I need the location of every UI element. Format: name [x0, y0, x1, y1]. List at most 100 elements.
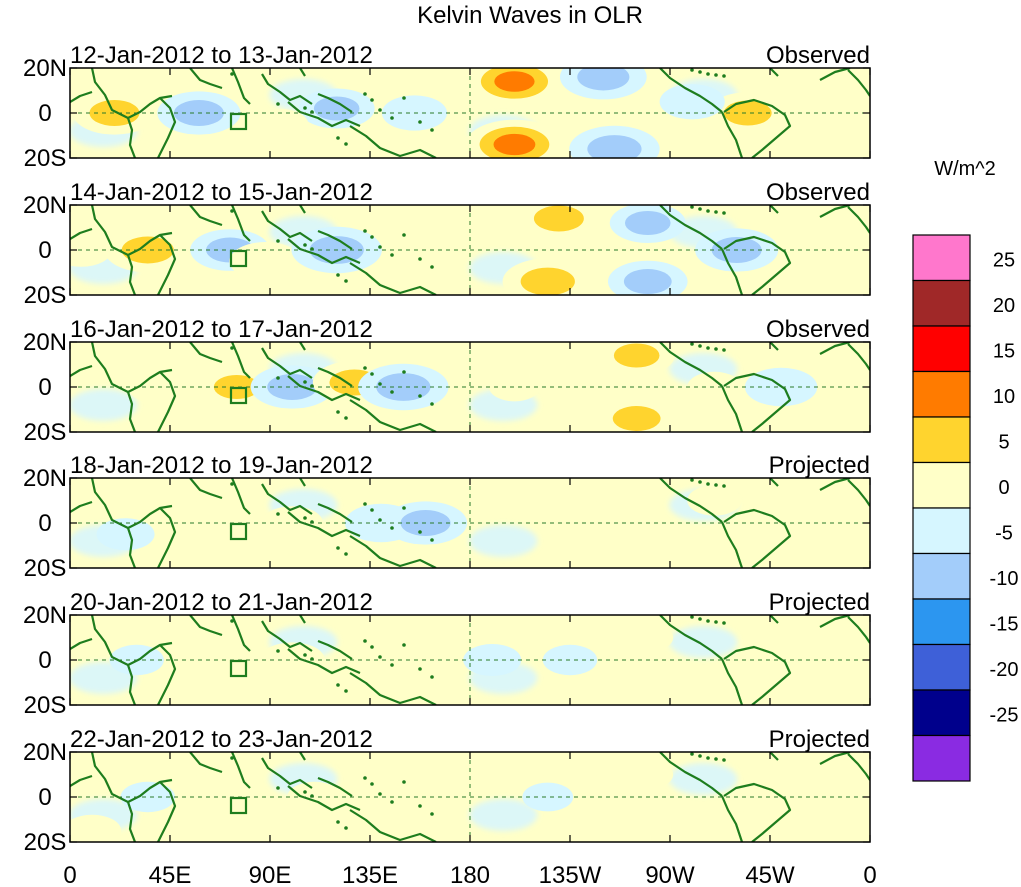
- colorbar-label: 20: [993, 295, 1015, 317]
- colorbar-label: 0: [998, 477, 1009, 499]
- olr-anomaly-contour: [765, 804, 820, 835]
- olr-anomaly-contour: [287, 781, 342, 813]
- olr-anomaly-contour: [493, 133, 536, 156]
- y-tick-label: 20N: [23, 739, 67, 766]
- y-tick-label: 20S: [24, 829, 67, 856]
- olr-anomaly-contour: [267, 374, 318, 400]
- olr-anomaly-contour: [613, 343, 660, 368]
- colorbar-swatch: [912, 279, 971, 327]
- y-tick-label: 20N: [23, 329, 67, 356]
- olr-anomaly-contour: [70, 233, 112, 267]
- olr-anomaly-contour: [259, 642, 325, 678]
- y-tick-label: 20N: [23, 602, 67, 629]
- olr-anomaly-contour: [511, 486, 563, 515]
- panel-status: Observed: [766, 42, 870, 69]
- y-tick-label: 0: [38, 237, 51, 264]
- olr-anomaly-contour: [463, 644, 522, 676]
- panel-3: 16-Jan-2012 to 17-Jan-2012 Observed 20N 0 20…: [23, 316, 871, 446]
- olr-anomaly-contour: [377, 805, 429, 834]
- colorbar-label: -20: [990, 659, 1019, 681]
- panel-date-range: 18-Jan-2012 to 19-Jan-2012: [70, 452, 373, 479]
- x-tick-label: 0: [863, 862, 876, 887]
- y-tick-label: 0: [38, 784, 51, 811]
- chart-title: Kelvin Waves in OLR: [417, 2, 643, 29]
- colorbar-swatch: [912, 234, 971, 282]
- colorbar-swatch: [912, 734, 971, 782]
- panel-date-range: 16-Jan-2012 to 17-Jan-2012: [70, 316, 373, 343]
- region-box: [229, 386, 248, 405]
- olr-anomaly-contour: [396, 216, 455, 248]
- olr-anomaly-contour: [577, 68, 630, 91]
- olr-anomaly-contour: [522, 782, 574, 812]
- olr-anomaly-contour: [70, 814, 122, 842]
- colorbar-swatch: [912, 643, 971, 691]
- colorbar-label: 25: [993, 250, 1015, 272]
- colorbar-label: -25: [990, 705, 1019, 727]
- colorbar-swatch: [912, 461, 971, 509]
- olr-anomaly-contour: [624, 211, 671, 235]
- y-tick-label: 20N: [23, 465, 67, 492]
- colorbar-label: -15: [990, 614, 1019, 636]
- coastlines: [70, 478, 870, 568]
- olr-anomaly-contour: [313, 96, 360, 121]
- coastlines: [70, 68, 870, 158]
- colorbar-swatch: [912, 507, 971, 555]
- olr-anomaly-contour: [816, 483, 870, 518]
- olr-anomaly-contour: [622, 760, 674, 789]
- colorbar-label: 15: [993, 341, 1015, 363]
- olr-anomaly-contour: [612, 406, 661, 431]
- panel-status: Observed: [766, 179, 870, 206]
- x-tick-label: 90E: [249, 862, 292, 887]
- y-tick-label: 20S: [24, 419, 67, 446]
- y-tick-label: 20S: [24, 555, 67, 582]
- panel-date-range: 22-Jan-2012 to 23-Jan-2012: [70, 726, 373, 753]
- olr-anomaly-contour: [587, 135, 642, 158]
- x-tick-label: 135E: [342, 862, 398, 887]
- x-tick-label: 180: [450, 862, 490, 887]
- olr-field: [70, 68, 870, 158]
- region-box: [229, 522, 248, 541]
- olr-anomaly-contour: [752, 518, 811, 551]
- olr-anomaly-contour: [376, 373, 431, 401]
- colorbar-label: 10: [993, 386, 1015, 408]
- panel-status: Projected: [769, 452, 870, 479]
- olr-anomaly-contour: [96, 518, 155, 551]
- olr-anomaly-contour: [489, 372, 540, 402]
- olr-anomaly-contour: [494, 71, 535, 92]
- olr-anomaly-contour: [687, 371, 742, 403]
- region-box: [229, 796, 248, 815]
- olr-anomaly-contour: [533, 205, 584, 232]
- coastlines: [70, 342, 870, 432]
- olr-anomaly-contour: [723, 100, 772, 126]
- colorbar-units: W/m^2: [934, 158, 996, 180]
- panel-2: 14-Jan-2012 to 15-Jan-2012 Observed 20N 0 20…: [23, 179, 871, 309]
- coastlines: [70, 752, 870, 842]
- panel-date-range: 12-Jan-2012 to 13-Jan-2012: [70, 42, 373, 69]
- coastlines: [70, 615, 870, 705]
- colorbar-label: -10: [990, 568, 1019, 590]
- olr-field: [70, 760, 870, 842]
- x-tick-label: 45W: [745, 862, 795, 887]
- region-box: [229, 659, 248, 678]
- y-tick-label: 20S: [24, 282, 67, 309]
- x-tick-label: 135W: [539, 862, 602, 887]
- olr-anomaly-contour: [687, 485, 742, 516]
- olr-anomaly-contour: [89, 100, 140, 126]
- y-tick-label: 0: [38, 510, 51, 537]
- colorbar-swatch: [912, 552, 971, 600]
- y-tick-label: 0: [38, 374, 51, 401]
- x-tick-label: 90W: [645, 862, 695, 887]
- olr-field: [70, 483, 870, 557]
- coastlines: [70, 205, 870, 295]
- olr-anomaly-contour: [826, 673, 870, 705]
- y-tick-label: 0: [38, 100, 51, 127]
- panel-5: 20-Jan-2012 to 21-Jan-2012 Projected 20N 0 2…: [23, 589, 871, 719]
- x-tick-label: 0: [63, 862, 76, 887]
- y-tick-label: 20N: [23, 55, 67, 82]
- x-tick-label: 45E: [149, 862, 192, 887]
- olr-anomaly-contour: [623, 269, 672, 294]
- region-box: [229, 249, 248, 268]
- olr-anomaly-contour: [622, 623, 674, 652]
- olr-field: [70, 342, 870, 432]
- olr-anomaly-contour: [826, 615, 870, 647]
